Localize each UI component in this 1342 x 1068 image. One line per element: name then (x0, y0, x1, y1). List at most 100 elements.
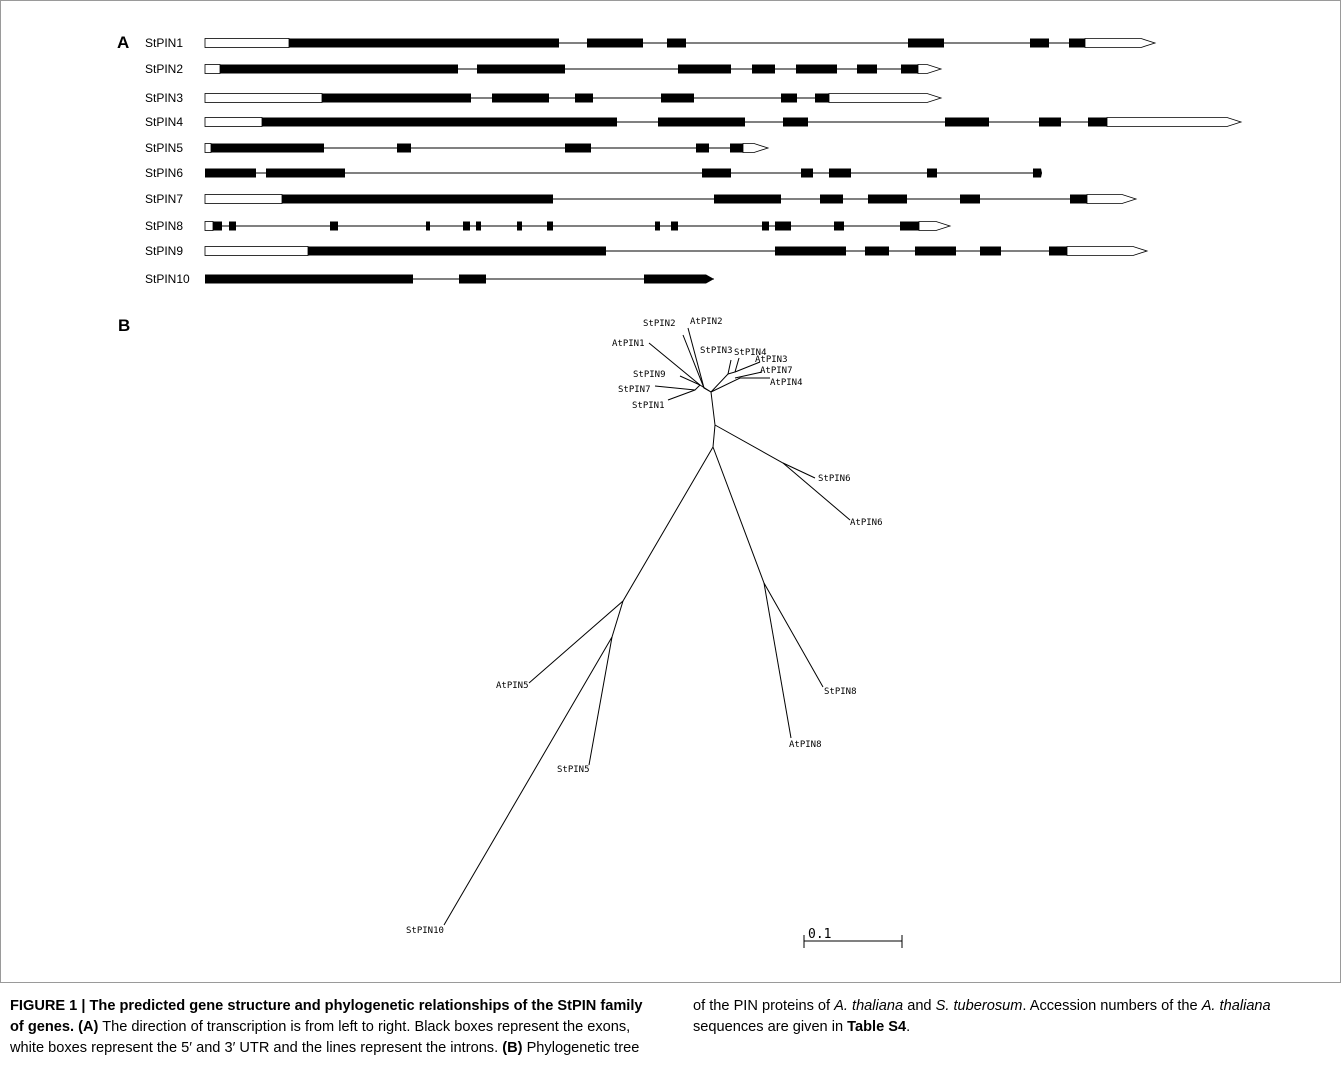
gene-label: StPIN1 (145, 36, 183, 50)
exon-box (960, 194, 980, 204)
exon-box (820, 194, 843, 204)
exon-box (492, 93, 549, 103)
exon-box (678, 64, 731, 74)
exon-box (426, 221, 430, 231)
utr5-box (204, 93, 323, 103)
exon-box (752, 64, 775, 74)
exon-box (671, 221, 678, 231)
caption-table-ref: Table S4 (847, 1019, 907, 1035)
exon-box (1033, 168, 1041, 178)
exon-box (857, 64, 877, 74)
caption-and: and (907, 998, 932, 1014)
tree-leaf-label: AtPIN1 (612, 339, 645, 349)
tree-leaf-label: StPIN3 (700, 346, 733, 356)
exon-box (565, 143, 591, 153)
exon-box (229, 221, 236, 231)
exon-box (868, 194, 907, 204)
caption-a-label: (A) (78, 1019, 99, 1035)
exon-box (915, 246, 956, 256)
tree-leaf-label: StPIN7 (618, 385, 651, 395)
exon-box (667, 38, 686, 48)
tree-leaf-label: AtPIN6 (850, 518, 883, 528)
utr5-box (204, 246, 309, 256)
utr5-box (204, 194, 283, 204)
tree-branch (528, 446, 714, 684)
tree-branch (667, 389, 696, 401)
exon-box (220, 64, 458, 74)
exon-box (702, 168, 731, 178)
tree-leaf-label: StPIN4 (734, 348, 767, 358)
exon-box (945, 117, 989, 127)
tree-branch (687, 327, 705, 389)
tree-leaf-label: AtPIN3 (755, 355, 788, 365)
utr3-arrow (742, 143, 770, 153)
exon-box (476, 221, 481, 231)
exon-box (289, 38, 559, 48)
tree-leaf-label: StPIN5 (557, 765, 590, 775)
exon-box (730, 143, 743, 153)
exon-box (205, 168, 256, 178)
phylogenetic-tree (443, 327, 903, 948)
exon-box (459, 274, 486, 284)
exon-box (901, 64, 918, 74)
exon-box (547, 221, 553, 231)
scale-bar (803, 935, 903, 948)
tree-leaf-label: StPIN2 (643, 319, 676, 329)
tree-leaf-label: AtPIN2 (690, 317, 723, 327)
exon-box (815, 93, 829, 103)
tree-leaf-label: AtPIN8 (789, 740, 822, 750)
utr3-arrow (1084, 38, 1157, 48)
exon-box (829, 168, 851, 178)
exon-box (1069, 38, 1085, 48)
scale-bar-label: 0.1 (808, 927, 831, 942)
exon-box (775, 246, 846, 256)
exon-box (1088, 117, 1107, 127)
utr5-box (204, 221, 214, 231)
tree-leaf-label: StPIN1 (632, 401, 665, 411)
tree-branch (763, 582, 792, 739)
exon-box (658, 117, 745, 127)
gene-structure-panel: StPIN1 StPIN2 StPIN3 StPIN4 StPIN5 StPIN6 StPI… (145, 36, 1243, 286)
utr5-box (204, 143, 212, 153)
exon-box (783, 117, 808, 127)
tree-leaf-label: StPIN9 (633, 370, 666, 380)
tree-leaf-label: StPIN10 (406, 926, 444, 936)
exon-box (575, 93, 593, 103)
utr5-box (204, 38, 290, 48)
caption-b-label: (B) (502, 1040, 523, 1056)
utr5-box (204, 117, 263, 127)
exon-box (714, 194, 781, 204)
exon-box (477, 64, 565, 74)
exon-box (908, 38, 944, 48)
tree-leaf-label: StPIN6 (818, 474, 851, 484)
panel-b-label: B (118, 316, 131, 335)
exon-box (927, 168, 937, 178)
tree-branch (443, 636, 613, 926)
caption-species-1: A. thaliana (834, 998, 904, 1014)
exon-box (1070, 194, 1087, 204)
exon-box (775, 221, 791, 231)
tree-branch (734, 371, 763, 379)
caption-title: FIGURE 1 | The predicted gene structure … (10, 998, 643, 1035)
gene-label: StPIN3 (145, 91, 183, 105)
panel-a-label: A (117, 33, 130, 52)
utr5-box (204, 64, 221, 74)
exon-box (330, 221, 338, 231)
exon-box (1039, 117, 1061, 127)
utr3-arrow (1066, 246, 1149, 256)
caption-a-text: The direction of transcription is from l… (10, 1019, 631, 1056)
figure-caption: FIGURE 1 | The predicted gene structure … (10, 996, 1332, 1059)
utr3-arrow (1086, 194, 1138, 204)
caption-b-text-2: . Accession numbers of the (1022, 998, 1198, 1014)
caption-species-3: A. thaliana (1201, 998, 1271, 1014)
tree-leaf-label: StPIN8 (824, 687, 857, 697)
gene-label: StPIN8 (145, 219, 183, 233)
tree-leaf-label: AtPIN7 (760, 366, 793, 376)
exon-box (696, 143, 709, 153)
exon-box (655, 221, 660, 231)
figure-graphic: StPIN1StPIN2StPIN3StPIN4StPIN5StPIN6StPI… (145, 36, 1243, 948)
exon-box (834, 221, 844, 231)
tree-branch (710, 391, 716, 448)
tree-leaf-label: AtPIN4 (770, 378, 803, 388)
